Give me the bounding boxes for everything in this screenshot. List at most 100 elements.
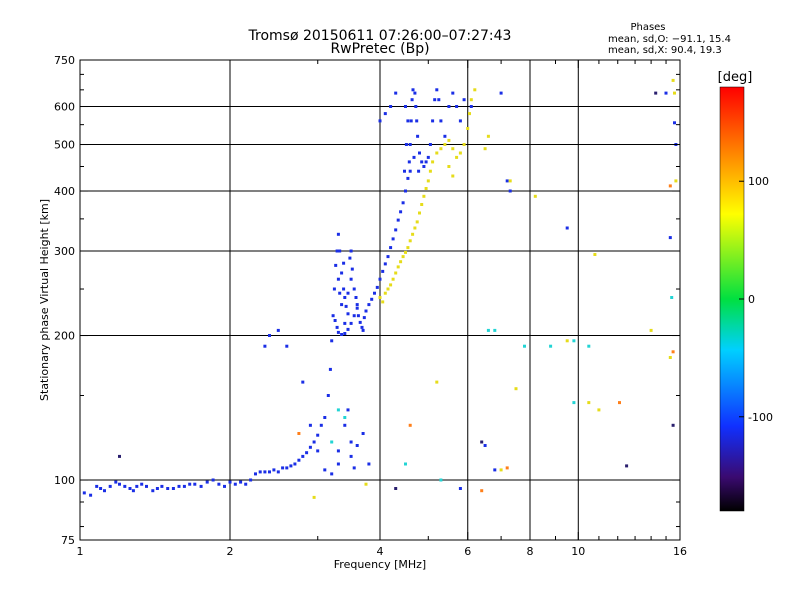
data-point — [514, 387, 518, 391]
data-point — [469, 105, 473, 108]
y-axis-ticks: 75 100 200 300 400 500 600 750 — [54, 54, 680, 547]
data-point — [505, 179, 509, 183]
data-point — [166, 487, 170, 490]
data-point — [673, 121, 676, 125]
data-point — [367, 303, 371, 307]
data-point — [343, 332, 347, 335]
data-point — [404, 105, 407, 108]
data-point — [82, 491, 86, 495]
data-point — [205, 480, 209, 484]
data-point — [466, 127, 470, 130]
data-point — [301, 454, 305, 458]
data-point — [431, 160, 435, 164]
data-point — [565, 339, 569, 343]
data-point — [338, 291, 342, 295]
data-point — [468, 112, 471, 116]
data-point — [401, 255, 405, 259]
data-point — [123, 484, 127, 488]
data-point — [348, 256, 352, 260]
data-point — [458, 119, 462, 123]
data-point — [301, 380, 305, 384]
data-point — [508, 189, 512, 193]
data-point — [411, 232, 415, 236]
data-point — [410, 98, 414, 102]
colorbar-label: [deg] — [718, 70, 753, 85]
data-point — [336, 408, 340, 412]
data-point — [375, 285, 379, 289]
data-point — [435, 151, 439, 155]
data-point — [199, 484, 203, 488]
data-point — [439, 478, 443, 482]
data-point — [435, 380, 439, 384]
data-point — [349, 454, 353, 458]
data-point — [316, 433, 320, 437]
data-point — [447, 105, 451, 108]
data-point — [361, 432, 365, 435]
data-point — [364, 482, 368, 486]
x-tick-label: 1 — [77, 545, 84, 558]
data-point — [336, 232, 340, 236]
data-point — [330, 472, 334, 476]
data-point — [289, 464, 293, 468]
x-tick-label: 4 — [377, 545, 384, 558]
data-point — [352, 466, 356, 470]
data-point — [258, 470, 262, 474]
data-point — [316, 449, 320, 453]
data-point — [140, 482, 144, 486]
chart-subtitle: RwPretec (Bp) — [330, 41, 429, 57]
data-point — [439, 147, 443, 151]
data-point — [572, 401, 576, 405]
data-point — [349, 277, 353, 281]
data-point — [483, 444, 487, 447]
y-tick-label: 600 — [54, 101, 75, 114]
data-point — [254, 472, 257, 476]
data-point — [435, 88, 439, 92]
y-tick-label: 75 — [61, 534, 75, 547]
data-point — [331, 314, 335, 318]
data-point — [244, 482, 248, 486]
data-point — [285, 344, 289, 348]
y-tick-label: 750 — [54, 54, 75, 67]
data-point — [336, 277, 340, 281]
data-point — [268, 334, 271, 337]
data-point — [340, 333, 344, 336]
data-point — [505, 466, 509, 470]
data-point — [389, 105, 393, 108]
data-point — [486, 328, 490, 332]
data-point — [618, 401, 621, 405]
data-point — [408, 239, 412, 243]
y-tick-label: 200 — [54, 330, 75, 343]
data-point — [455, 155, 459, 159]
data-points — [82, 78, 678, 499]
data-point — [458, 151, 462, 155]
data-point — [350, 267, 354, 271]
x-axis-ticks: 1 2 4 6 8 10 16 — [77, 60, 687, 558]
data-point — [263, 344, 267, 348]
data-point — [308, 423, 312, 427]
data-point — [338, 249, 342, 253]
data-point — [486, 134, 490, 138]
data-point — [401, 201, 405, 205]
legend-line-x: mean, sd,X: 90.4, 19.3 — [608, 45, 722, 56]
data-point — [670, 296, 674, 299]
data-point — [462, 98, 466, 102]
x-tick-label: 10 — [571, 545, 585, 558]
data-point — [597, 408, 601, 412]
data-point — [424, 160, 428, 164]
data-point — [360, 325, 364, 329]
data-point — [355, 306, 359, 310]
data-point — [394, 91, 398, 95]
data-point — [593, 253, 597, 256]
data-point — [354, 296, 358, 299]
colorbar-tick-label: -100 — [748, 411, 773, 424]
data-point — [480, 489, 484, 493]
data-point — [422, 165, 426, 168]
data-point — [228, 480, 232, 484]
data-point — [409, 119, 413, 123]
data-point — [383, 262, 387, 266]
y-tick-label: 400 — [54, 185, 75, 198]
data-point — [312, 495, 316, 499]
data-point — [389, 246, 393, 250]
data-point — [394, 487, 398, 490]
